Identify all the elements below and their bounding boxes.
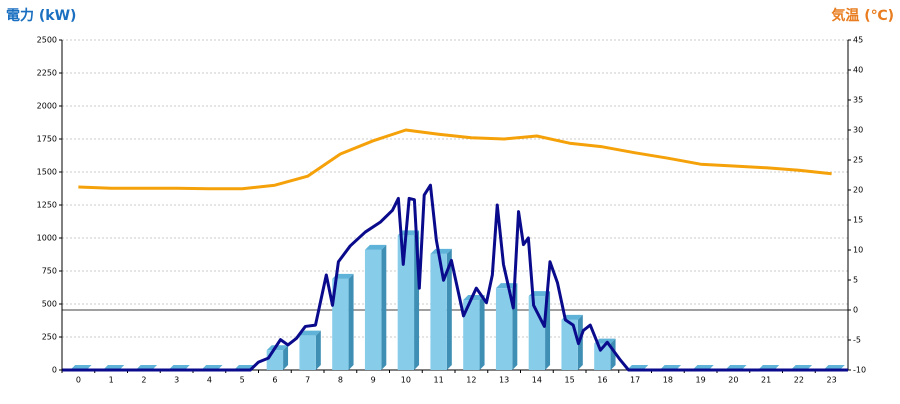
bar-top (266, 345, 289, 351)
y-axis-title: 電力 (kW) (6, 7, 76, 24)
bar (332, 278, 349, 370)
line (62, 183, 848, 372)
bar-side (348, 273, 354, 370)
x-tick-label: 19 (696, 376, 706, 385)
x-tick-label: 4 (207, 376, 212, 385)
bar (397, 235, 415, 370)
y2-tick-label: 15 (853, 216, 863, 225)
x-tick-label: 17 (630, 376, 640, 385)
bar-side (315, 330, 321, 370)
bar-top (594, 338, 616, 344)
y-tick-label: 1500 (37, 168, 57, 177)
bar-side (479, 295, 485, 370)
bar-top (364, 244, 387, 250)
x-tick-label: 18 (663, 376, 673, 385)
bar (528, 296, 546, 370)
x-tick-label: 6 (272, 376, 277, 385)
bar-top (430, 248, 452, 254)
x-tick-label: 7 (305, 376, 310, 385)
y2-tick-label: 45 (853, 36, 863, 45)
x-tick-label: 15 (565, 376, 575, 385)
x-tick-label: 2 (141, 376, 146, 385)
y-tick-label: 1750 (37, 135, 57, 144)
bar (299, 335, 316, 370)
bar-side (381, 244, 387, 370)
x-tick-label: 23 (827, 376, 837, 385)
bar-top (299, 330, 321, 336)
y2-tick-label: -5 (853, 336, 861, 345)
y-tick-label: 2000 (37, 102, 57, 111)
y-tick-label: 2500 (37, 36, 57, 45)
y2-axis-title: 気温 (℃) (831, 7, 894, 24)
bar (463, 300, 480, 370)
y-tick-label: 500 (42, 300, 57, 309)
x-tick-label: 12 (466, 376, 476, 385)
x-tick-label: 8 (338, 376, 343, 385)
bar (266, 350, 284, 370)
y-tick-label: 0 (52, 366, 57, 375)
x-tick-label: 11 (434, 376, 444, 385)
bar-top (495, 283, 518, 289)
bar (561, 319, 578, 370)
x-tick-label: 20 (728, 376, 738, 385)
x-tick-label: 22 (794, 376, 804, 385)
x-tick-label: 3 (174, 376, 179, 385)
bar-side (446, 248, 452, 370)
x-tick-label: 14 (532, 376, 542, 385)
bar-top (397, 230, 420, 236)
line (78, 128, 832, 191)
x-tick-label: 16 (597, 376, 607, 385)
y2-tick-label: -10 (853, 366, 866, 375)
bar-top (561, 314, 583, 320)
x-tick-label: 5 (240, 376, 245, 385)
x-tick-label: 13 (499, 376, 509, 385)
y2-tick-label: 20 (853, 186, 863, 195)
y2-tick-label: 5 (853, 276, 858, 285)
bar-top (463, 295, 485, 301)
x-tick-label: 1 (109, 376, 114, 385)
x-tick-label: 0 (76, 376, 81, 385)
y2-tick-label: 10 (853, 246, 863, 255)
y-tick-label: 250 (42, 333, 57, 342)
bar (364, 249, 382, 370)
bar (495, 288, 513, 370)
y2-tick-label: 25 (853, 156, 863, 165)
y-tick-label: 1250 (37, 201, 57, 210)
y-tick-label: 2250 (37, 69, 57, 78)
y2-tick-label: 40 (853, 66, 863, 75)
x-tick-label: 9 (371, 376, 376, 385)
y-tick-label: 750 (42, 267, 57, 276)
bar (430, 253, 447, 370)
x-tick-label: 21 (761, 376, 771, 385)
y2-tick-label: 35 (853, 96, 863, 105)
y-tick-label: 1000 (37, 234, 57, 243)
bar (594, 343, 611, 370)
x-tick-label: 10 (401, 376, 411, 385)
y2-tick-label: 30 (853, 126, 863, 135)
bar-side (283, 345, 289, 370)
y2-tick-label: 0 (853, 306, 858, 315)
